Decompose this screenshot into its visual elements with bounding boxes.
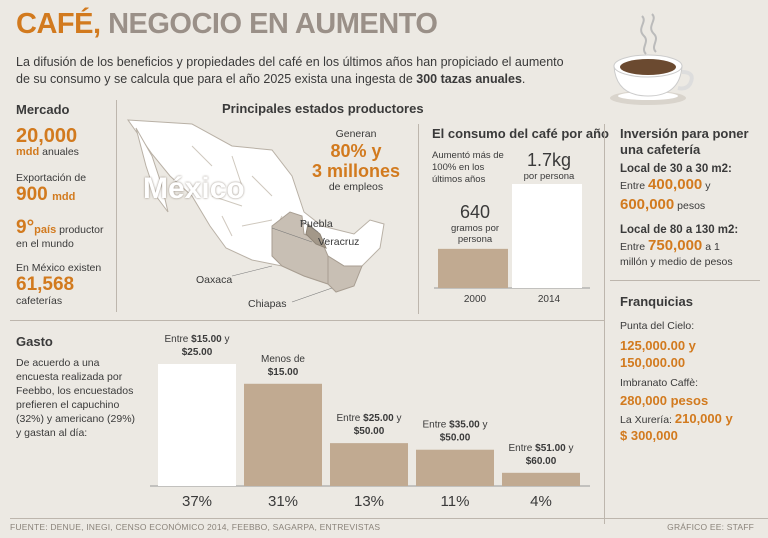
gasto-text: De acuerdo a una encuesta realizada por … xyxy=(16,357,136,439)
category-label: $50.00 xyxy=(440,433,471,444)
map-stat: Generan 80% y 3 millones de empleos xyxy=(311,128,401,193)
map-label-oaxaca: Oaxaca xyxy=(196,274,233,286)
bar-2000-label: 640 gramos por persona xyxy=(450,202,500,245)
value-label: 37% xyxy=(182,493,212,510)
value-label: 31% xyxy=(268,493,298,510)
mercado-rank: 9°país productor en el mundo xyxy=(16,217,104,251)
mercado-export: Exportación de 900 mdd xyxy=(16,172,87,205)
category-label: Entre $35.00 y xyxy=(422,420,487,431)
divider xyxy=(10,518,768,519)
footer-credit: GRÁFICO EE: STAFF xyxy=(667,522,754,532)
franquicias-list: Punta del Cielo: 125,000.00 y 150,000.00… xyxy=(620,320,733,443)
consumo-note: Aumentó más de 100% en los últimos años xyxy=(432,150,504,185)
bar xyxy=(502,472,580,486)
mexico-map xyxy=(126,119,385,303)
divider xyxy=(10,320,604,321)
category-label: $50.00 xyxy=(354,426,385,437)
category-label: $15.00 xyxy=(268,367,299,378)
value-label: 11% xyxy=(441,493,470,510)
category-label: $60.00 xyxy=(526,456,557,467)
map-label-chiapas: Chiapas xyxy=(248,298,287,310)
value-label: 4% xyxy=(530,493,552,510)
value-label: 13% xyxy=(354,493,384,510)
inversion-local1: Local de 30 a 30 m2: Entre 400,000 y 600… xyxy=(620,163,732,213)
gasto-chart: Entre $15.00 y $25.00 37% Menos de $15.00 31%… xyxy=(150,334,590,510)
divider xyxy=(116,100,117,312)
map-label-puebla: Puebla xyxy=(300,218,333,230)
category-label: $25.00 xyxy=(182,347,213,358)
category-label: Entre $51.00 y xyxy=(508,443,573,454)
year-2000: 2000 xyxy=(463,294,487,305)
category-label: Entre $15.00 y xyxy=(164,334,229,345)
intro-text: La difusión de los beneficios y propieda… xyxy=(16,55,564,86)
category-label: Entre $25.00 y xyxy=(336,413,401,424)
gasto-heading: Gasto xyxy=(16,334,53,349)
category-label: Menos de xyxy=(261,354,305,365)
divider xyxy=(610,280,760,281)
consumo-chart xyxy=(434,184,590,289)
inversion-local2: Local de 80 a 130 m2: Entre 750,000 a 1 … xyxy=(620,224,739,268)
inversion-heading: Inversión para poner una cafetería xyxy=(620,126,749,157)
divider xyxy=(604,124,605,524)
page-title: CAFÉ, NEGOCIO EN AUMENTO xyxy=(16,8,438,40)
bar xyxy=(438,248,508,288)
bar xyxy=(512,184,582,288)
map-label-veracruz: Veracruz xyxy=(318,236,360,248)
bar xyxy=(244,383,322,486)
bar xyxy=(330,443,408,486)
footer-source: FUENTE: DENUE, INEGI, CENSO ECONÓMICO 20… xyxy=(10,522,381,532)
bar xyxy=(416,449,494,486)
mercado-value: 20,000 mdd anuales xyxy=(16,125,79,158)
mercado-count: En México existen 61,568 cafeterías xyxy=(16,262,102,307)
bar-2014-label: 1.7kg por persona xyxy=(523,150,575,182)
consumo-heading: El consumo del café por año xyxy=(432,126,609,141)
mercado-heading: Mercado xyxy=(16,102,70,117)
map-country-label: México xyxy=(143,172,245,205)
year-2014: 2014 xyxy=(537,294,561,305)
coffee-cup-icon xyxy=(610,13,694,105)
estados-heading: Principales estados productores xyxy=(222,101,424,116)
bar xyxy=(158,364,236,486)
franquicias-heading: Franquicias xyxy=(620,294,693,309)
divider xyxy=(418,124,419,314)
